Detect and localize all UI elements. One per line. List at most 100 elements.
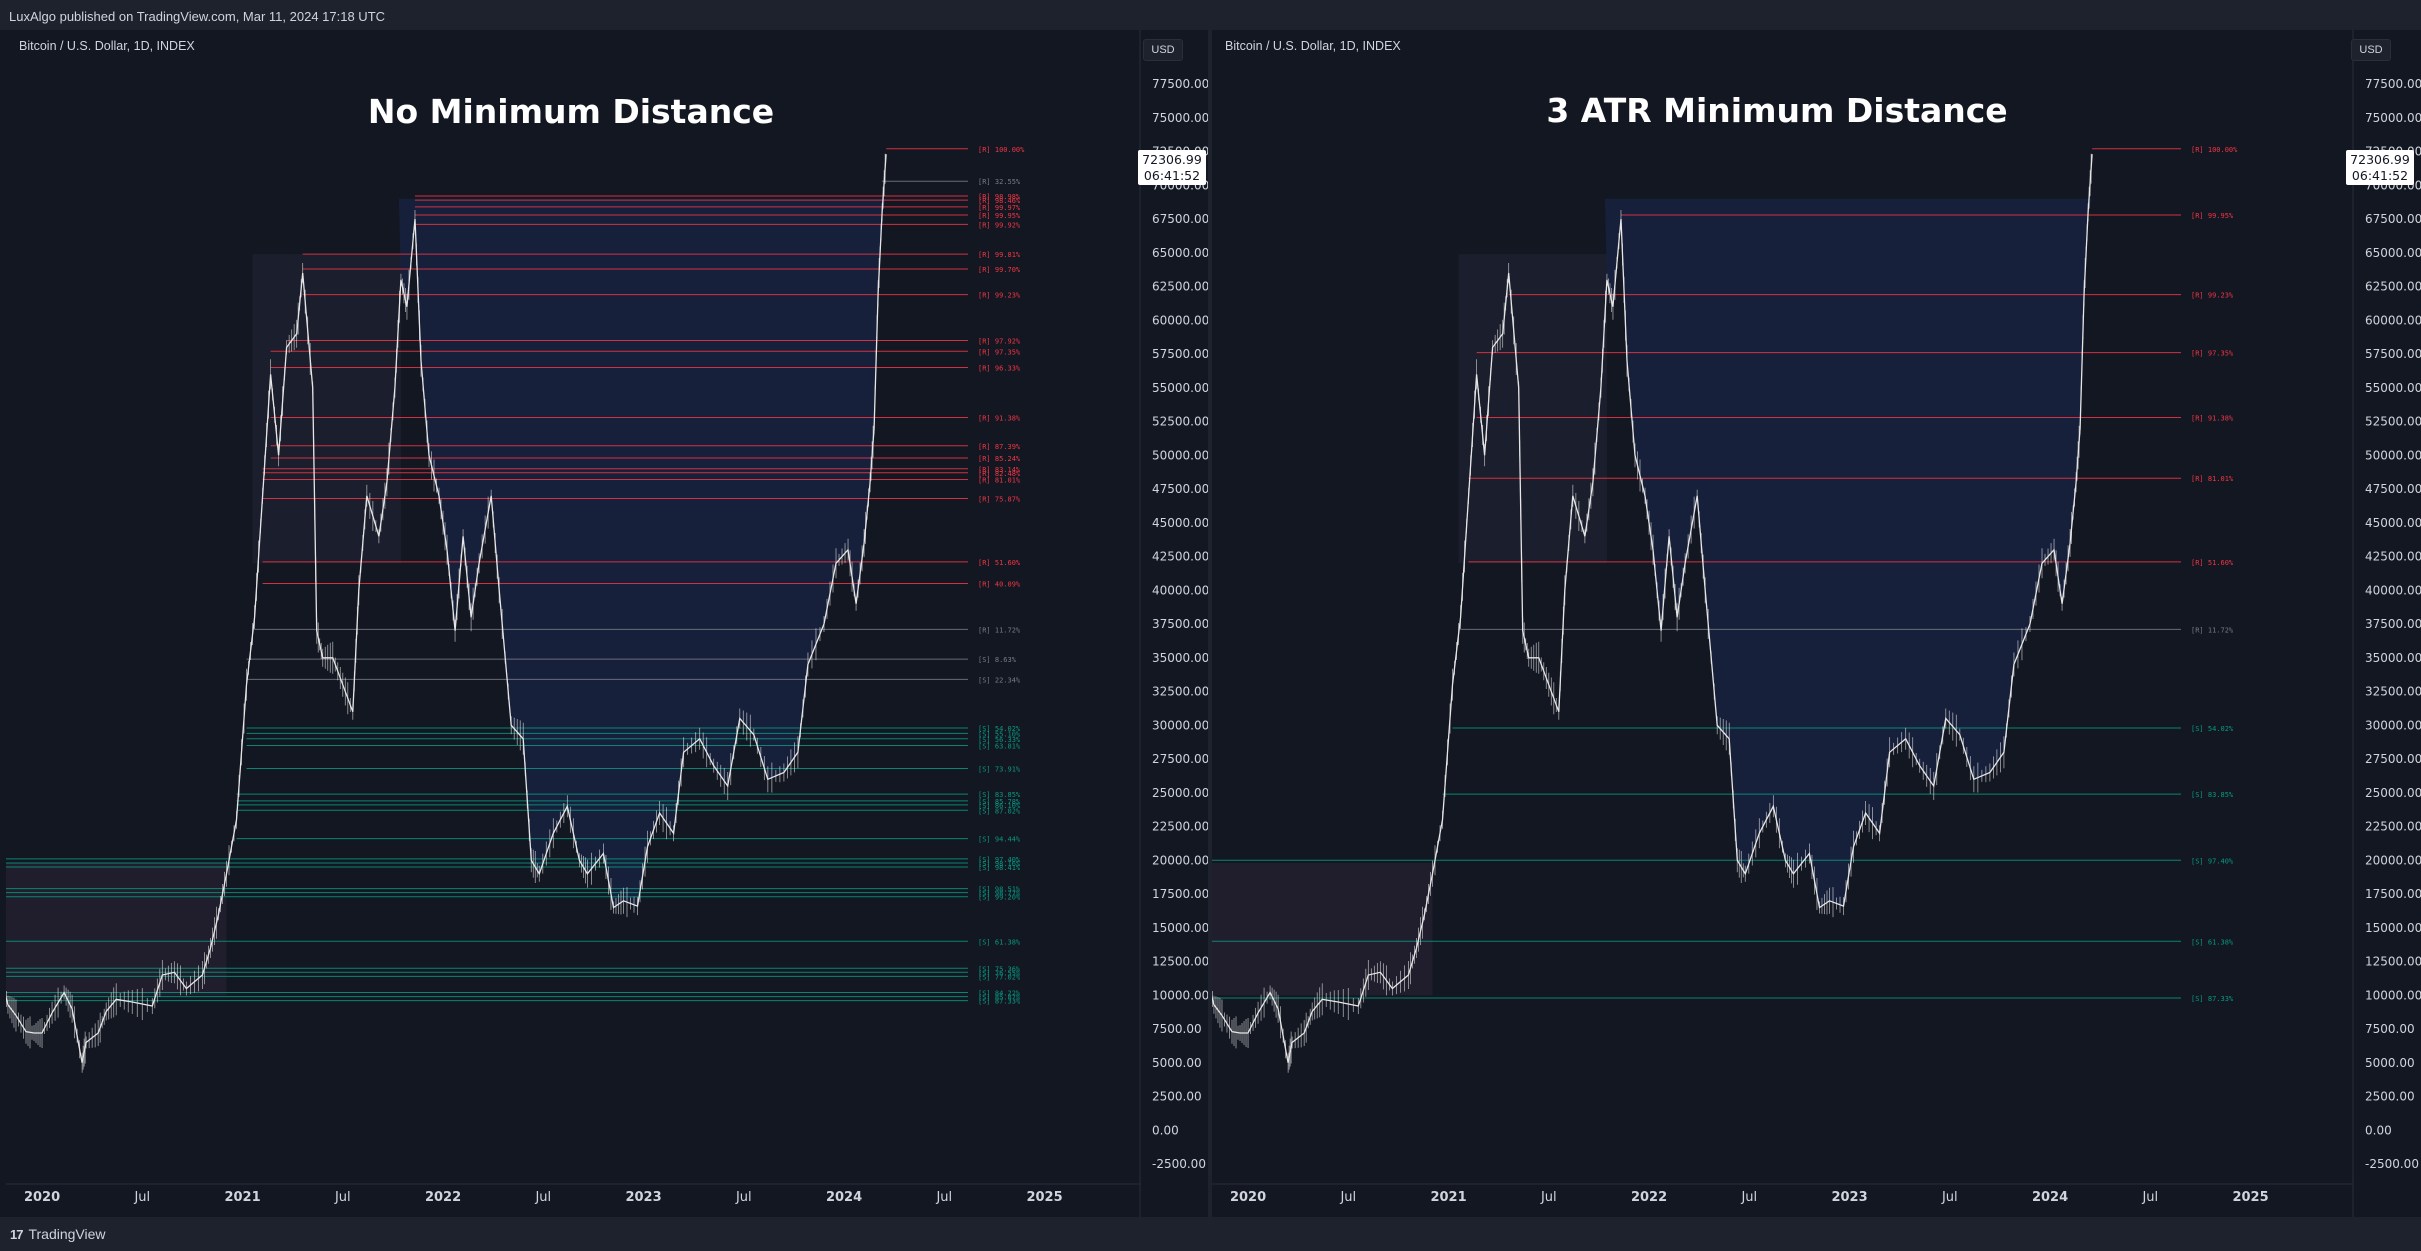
last-price-tag-left: 72306.99 06:41:52 xyxy=(1138,150,1206,185)
level-label: [S] 98.41% xyxy=(978,864,1021,872)
level-label: [R] 11.72% xyxy=(978,626,1021,634)
range-fill-purple xyxy=(252,254,401,564)
level-label: [S] 99.20% xyxy=(978,894,1021,902)
y-tick-label: 37500.00 xyxy=(1152,617,1208,631)
y-tick-label: 25000.00 xyxy=(2365,786,2421,800)
x-tick-label: Jul xyxy=(1941,1190,1958,1205)
last-price-left: 72306.99 xyxy=(1142,152,1202,167)
brand-name: TradingView xyxy=(28,1226,106,1242)
y-tick-label: 2500.00 xyxy=(1152,1090,1202,1104)
y-tick-label: 27500.00 xyxy=(2365,752,2421,766)
chart-canvas-left[interactable]: [R] 100.00% [R] 32.55% [R] 98.98%[R] 98.46… xyxy=(6,30,1208,1217)
level-label: [S] 98.16% xyxy=(978,860,1021,868)
range-fill-red xyxy=(1212,862,1433,996)
y-tick-label: 12500.00 xyxy=(1152,955,1208,969)
level-label: [S] 84.22% xyxy=(978,990,1021,998)
y-tick-label: 22500.00 xyxy=(2365,820,2421,834)
level-label: [S] 98.51% xyxy=(978,886,1021,894)
x-tick-label: 2020 xyxy=(24,1190,60,1205)
y-tick-label: 20000.00 xyxy=(2365,853,2421,867)
level-label: [R] 99.23% xyxy=(2191,292,2234,300)
level-label: [R] 85.24% xyxy=(978,455,1021,463)
level-label: [R] 99.81% xyxy=(978,251,1021,259)
level-label: [S] 61.38% xyxy=(978,938,1021,946)
pane-divider[interactable] xyxy=(1208,30,1212,1217)
y-tick-label: 60000.00 xyxy=(2365,313,2421,327)
y-tick-label: 67500.00 xyxy=(2365,212,2421,226)
x-tick-label: 2024 xyxy=(2032,1190,2068,1205)
y-tick-label: 62500.00 xyxy=(1152,280,1208,294)
publish-info: LuxAlgo published on TradingView.com, Ma… xyxy=(9,9,386,24)
y-tick-label: 17500.00 xyxy=(1152,887,1208,901)
y-tick-label: 47500.00 xyxy=(1152,482,1208,496)
y-tick-label: 47500.00 xyxy=(2365,482,2421,496)
y-tick-label: 12500.00 xyxy=(2365,955,2421,969)
level-label: [R] 100.00% xyxy=(2191,146,2238,154)
level-label: [S] 85.78% xyxy=(978,798,1021,806)
y-tick-label: 30000.00 xyxy=(2365,718,2421,732)
y-tick-label: 52500.00 xyxy=(2365,415,2421,429)
y-tick-label: 50000.00 xyxy=(1152,448,1208,462)
level-label: [R] 99.92% xyxy=(978,221,1021,229)
level-label: [S] 8.63% xyxy=(978,656,1017,664)
tradingview-brand[interactable]: 17 TradingView xyxy=(10,1226,106,1242)
currency-button-right[interactable]: USD xyxy=(2351,39,2391,61)
level-label: [R] 98.46% xyxy=(978,197,1021,205)
x-tick-label: 2020 xyxy=(1230,1190,1266,1205)
level-label: [S] 54.02% xyxy=(978,725,1021,733)
x-tick-label: 2025 xyxy=(1026,1190,1062,1205)
level-label: [R] 91.38% xyxy=(978,414,1021,422)
x-tick-label: 2021 xyxy=(224,1190,260,1205)
price-axis xyxy=(1140,30,1208,1217)
y-tick-label: 67500.00 xyxy=(1152,212,1208,226)
level-label: [S] 97.40% xyxy=(2191,857,2234,865)
x-tick-label: Jul xyxy=(735,1190,752,1205)
y-tick-label: 30000.00 xyxy=(1152,718,1208,732)
y-tick-label: 57500.00 xyxy=(2365,347,2421,361)
y-tick-label: 5000.00 xyxy=(1152,1056,1202,1070)
x-tick-label: 2024 xyxy=(826,1190,862,1205)
level-label: [S] 56.33% xyxy=(978,736,1021,744)
level-label: [S] 83.85% xyxy=(2191,791,2234,799)
y-tick-label: 35000.00 xyxy=(1152,651,1208,665)
y-tick-label: 2500.00 xyxy=(2365,1090,2415,1104)
y-tick-label: 15000.00 xyxy=(2365,921,2421,935)
chart-heading-right: 3 ATR Minimum Distance xyxy=(1546,91,2008,130)
level-label: [R] 100.00% xyxy=(978,146,1025,154)
last-price-right: 72306.99 xyxy=(2350,152,2410,167)
x-tick-label: Jul xyxy=(2141,1190,2158,1205)
level-label: [R] 99.70% xyxy=(978,266,1021,274)
tradingview-logo-icon: 17 xyxy=(10,1226,24,1242)
currency-button-left[interactable]: USD xyxy=(1143,39,1183,61)
level-label: [R] 32.55% xyxy=(978,178,1021,186)
level-label: [S] 87.02% xyxy=(978,807,1021,815)
y-tick-label: 20000.00 xyxy=(1152,853,1208,867)
y-tick-label: 27500.00 xyxy=(1152,752,1208,766)
level-label: [S] 94.44% xyxy=(978,836,1021,844)
y-tick-label: 37500.00 xyxy=(2365,617,2421,631)
chart-pane-right[interactable]: [R] 100.00% [R] 99.95% [R] 99.23% [R] 97.35… xyxy=(1212,30,2421,1217)
symbol-title-right: Bitcoin / U.S. Dollar, 1D, INDEX xyxy=(1225,39,1401,53)
x-tick-label: 2025 xyxy=(2232,1190,2268,1205)
x-tick-label: 2022 xyxy=(1631,1190,1667,1205)
x-tick-label: Jul xyxy=(1540,1190,1557,1205)
x-tick-label: 2021 xyxy=(1430,1190,1466,1205)
y-tick-label: 40000.00 xyxy=(1152,583,1208,597)
level-label: [S] 55.10% xyxy=(978,730,1021,738)
x-tick-label: 2023 xyxy=(1831,1190,1867,1205)
y-tick-label: 22500.00 xyxy=(1152,820,1208,834)
y-tick-label: 62500.00 xyxy=(2365,280,2421,294)
level-label: [R] 98.98% xyxy=(978,193,1021,201)
chart-canvas-right[interactable]: [R] 100.00% [R] 99.95% [R] 99.23% [R] 97.35… xyxy=(1212,30,2421,1217)
level-label: [S] 22.34% xyxy=(978,676,1021,684)
chart-heading-left: No Minimum Distance xyxy=(367,92,775,131)
y-tick-label: 40000.00 xyxy=(2365,583,2421,597)
y-tick-label: 42500.00 xyxy=(2365,550,2421,564)
level-label: [S] 97.40% xyxy=(978,856,1021,864)
y-tick-label: 77500.00 xyxy=(2365,77,2421,91)
footer-bar: 17 TradingView xyxy=(0,1217,2421,1251)
level-label: [S] 83.85% xyxy=(978,791,1021,799)
x-tick-label: 2023 xyxy=(625,1190,661,1205)
y-tick-label: 35000.00 xyxy=(2365,651,2421,665)
chart-pane-left[interactable]: [R] 100.00% [R] 32.55% [R] 98.98% [R] 98.46… xyxy=(6,30,1212,1217)
